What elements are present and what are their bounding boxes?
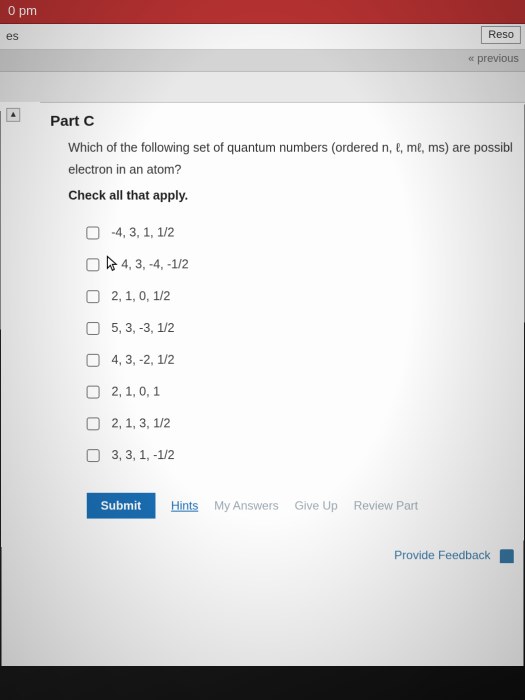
feedback-icon[interactable] [500, 549, 514, 563]
give-up-link[interactable]: Give Up [295, 499, 338, 513]
my-answers-link[interactable]: My Answers [214, 499, 278, 513]
option-label: 4, 3, -2, 1/2 [111, 353, 174, 367]
screen-area: 0 pm es Reso « previous ▴ Part C Which o… [0, 0, 525, 636]
option-label: 2, 1, 0, 1/2 [111, 289, 170, 303]
option-row[interactable]: 4, 3, -2, 1/2 [87, 344, 525, 376]
feedback-row: Provide Feedback [51, 548, 514, 563]
options-list: -4, 3, 1, 1/2 4, 3, -4, -1/2 2, 1, 0, 1/… [86, 217, 524, 471]
option-checkbox[interactable] [87, 385, 100, 398]
check-all-instruction: Check all that apply. [68, 189, 524, 203]
action-row: Submit Hints My Answers Give Up Review P… [87, 493, 524, 519]
option-row[interactable]: 2, 1, 0, 1/2 [86, 280, 524, 312]
nav-strip: « previous [0, 50, 525, 72]
option-checkbox[interactable] [86, 258, 99, 271]
option-label: 5, 3, -3, 1/2 [111, 321, 174, 335]
question-text-line1: Which of the following set of quantum nu… [68, 140, 524, 157]
review-part-link[interactable]: Review Part [354, 499, 418, 513]
option-checkbox[interactable] [87, 417, 100, 430]
tab-bar: es Reso [0, 24, 525, 50]
question-text-line2: electron in an atom? [68, 161, 524, 178]
option-row[interactable]: 2, 1, 3, 1/2 [87, 407, 524, 439]
mouse-cursor-icon [107, 257, 119, 271]
submit-button[interactable]: Submit [87, 493, 155, 519]
option-row[interactable]: 3, 3, 1, -1/2 [87, 439, 524, 471]
question-panel: Part C Which of the following set of qua… [40, 102, 525, 583]
option-label: 2, 1, 3, 1/2 [112, 416, 171, 430]
content-area: ▴ Part C Which of the following set of q… [0, 102, 525, 666]
option-label: 3, 3, 1, -1/2 [112, 448, 175, 462]
previous-link[interactable]: « previous [468, 53, 519, 65]
option-label: 2, 1, 0, 1 [112, 385, 161, 399]
option-checkbox[interactable] [86, 290, 99, 303]
option-checkbox[interactable] [87, 353, 100, 366]
option-label: 4, 3, -4, -1/2 [121, 257, 188, 271]
option-checkbox[interactable] [86, 226, 99, 239]
time-text: 0 pm [8, 3, 37, 18]
option-checkbox[interactable] [86, 322, 99, 335]
option-checkbox[interactable] [87, 449, 100, 462]
provide-feedback-link[interactable]: Provide Feedback [394, 548, 490, 562]
option-row[interactable]: -4, 3, 1, 1/2 [86, 217, 524, 249]
browser-topbar: 0 pm [0, 0, 525, 24]
hints-link[interactable]: Hints [171, 499, 198, 513]
option-row[interactable]: 5, 3, -3, 1/2 [86, 312, 524, 344]
part-title: Part C [50, 113, 525, 130]
option-row[interactable]: 2, 1, 0, 1 [87, 376, 525, 408]
photo-frame: 0 pm es Reso « previous ▴ Part C Which o… [0, 0, 525, 700]
option-row[interactable]: 4, 3, -4, -1/2 [86, 248, 524, 280]
option-label: -4, 3, 1, 1/2 [111, 226, 174, 240]
scroll-up-arrow-icon[interactable]: ▴ [6, 108, 20, 122]
resources-button[interactable]: Reso [481, 26, 521, 44]
tab-label[interactable]: es [0, 27, 25, 45]
